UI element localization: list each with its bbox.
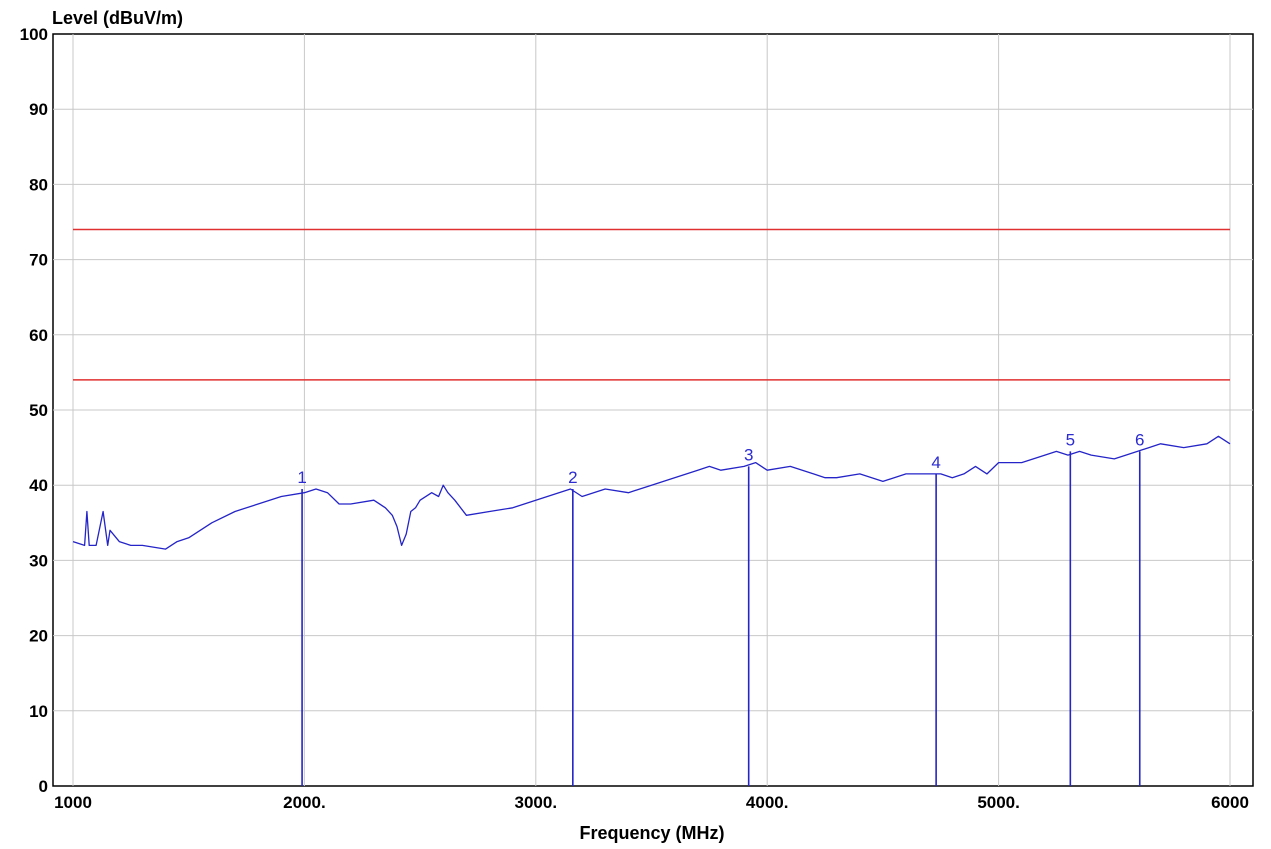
- x-tick-label: 3000.: [515, 793, 558, 812]
- marker-label: 6: [1135, 430, 1144, 449]
- marker-label: 1: [297, 468, 306, 487]
- x-tick-label: 4000.: [746, 793, 789, 812]
- y-tick-label: 70: [29, 251, 48, 270]
- y-tick-label: 90: [29, 100, 48, 119]
- y-tick-label: 0: [39, 777, 48, 796]
- y-tick-label: 10: [29, 702, 48, 721]
- y-tick-label: 40: [29, 476, 48, 495]
- y-tick-labels: 0 10 20 30 40 50 60 70 80 90 100: [20, 25, 48, 796]
- y-tick-label: 100: [20, 25, 48, 44]
- y-tick-label: 50: [29, 401, 48, 420]
- y-axis-title: Level (dBuV/m): [52, 8, 183, 28]
- x-tick-label: 1000: [54, 793, 92, 812]
- x-tick-label: 5000.: [977, 793, 1020, 812]
- x-axis-title: Frequency (MHz): [579, 823, 724, 843]
- y-tick-label: 60: [29, 326, 48, 345]
- x-tick-labels: 1000 2000. 3000. 4000. 5000. 6000: [54, 793, 1249, 812]
- marker-label: 3: [744, 445, 753, 464]
- x-tick-label: 2000.: [283, 793, 326, 812]
- marker-label: 4: [931, 453, 940, 472]
- x-tick-label: 6000: [1211, 793, 1249, 812]
- marker-label: 2: [568, 468, 577, 487]
- y-tick-label: 80: [29, 175, 48, 194]
- y-tick-label: 30: [29, 551, 48, 570]
- marker-label: 5: [1066, 430, 1075, 449]
- y-tick-label: 20: [29, 627, 48, 646]
